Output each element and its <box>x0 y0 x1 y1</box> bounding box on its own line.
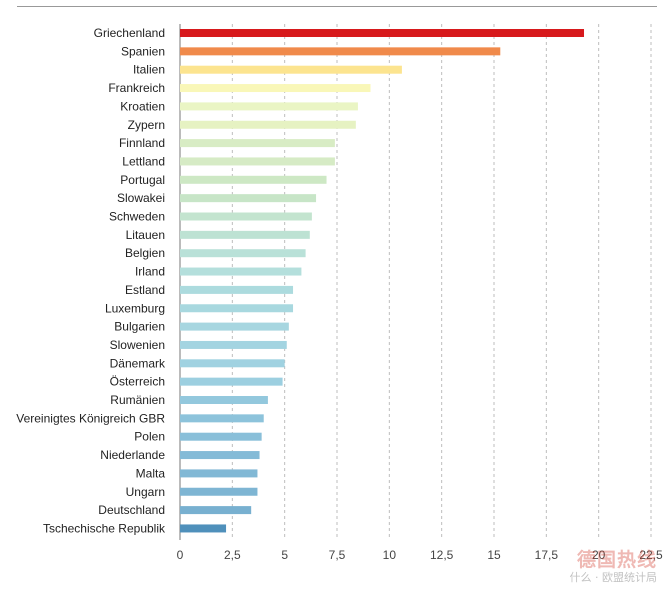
category-label: Tschechische Republik <box>43 521 166 535</box>
bar <box>180 84 371 93</box>
bar <box>180 194 317 203</box>
category-label: Finnland <box>119 136 165 150</box>
category-label: Belgien <box>125 246 165 260</box>
x-tick-label: 5 <box>281 548 288 562</box>
category-label: Italien <box>133 63 165 77</box>
watermark: 德国热线 什么 · 欧盟统计局 <box>545 545 658 585</box>
x-tick-label: 12,5 <box>430 548 454 562</box>
bar <box>180 157 335 166</box>
grid-layer <box>179 24 652 540</box>
category-label: Kroatien <box>120 99 165 113</box>
bar <box>180 65 402 74</box>
bar <box>180 396 268 404</box>
x-tick-label: 22,5 <box>639 548 663 562</box>
category-label: Griechenland <box>94 26 165 40</box>
bar <box>180 120 356 129</box>
category-label: Vereinigtes Königreich GBR <box>16 411 165 425</box>
category-label: Estland <box>125 283 165 297</box>
bar <box>180 102 358 111</box>
x-tick-label: 15 <box>487 548 501 562</box>
bar <box>180 487 258 496</box>
bar <box>180 175 327 184</box>
category-label: Malta <box>136 466 166 480</box>
category-labels: Griechenland Spanien Italien Frankreich Kroa… <box>16 26 166 535</box>
category-label: Lettland <box>122 154 165 168</box>
category-label: Portugal <box>120 173 165 187</box>
bar <box>180 432 262 441</box>
bar <box>180 506 252 515</box>
bar <box>180 469 258 478</box>
category-label: Slowakei <box>117 191 165 205</box>
category-label: Österreich <box>110 375 165 389</box>
bar <box>180 451 260 460</box>
bar <box>180 340 287 349</box>
x-tick-label: 20 <box>592 548 606 562</box>
category-label: Spanien <box>121 44 165 58</box>
category-label: Rumänien <box>110 393 165 407</box>
x-tick-label: 17,5 <box>535 548 559 562</box>
category-label: Bulgarien <box>114 320 165 334</box>
watermark-text: 什么 · 欧盟统计局 <box>569 571 658 584</box>
bar <box>180 322 289 331</box>
category-label: Litauen <box>126 228 165 242</box>
bar-layer <box>180 29 585 533</box>
bar <box>180 212 312 221</box>
category-label: Polen <box>134 430 165 444</box>
top-rule <box>17 6 657 7</box>
bar <box>180 524 227 533</box>
bar <box>180 47 501 56</box>
x-tick-label: 0 <box>177 548 184 562</box>
category-label: Dänemark <box>110 356 166 370</box>
bar <box>180 139 335 148</box>
bar <box>180 285 294 294</box>
bar <box>180 29 585 37</box>
bar <box>180 230 310 239</box>
x-axis-ticks: 0 2,5 5 7,5 10 12,5 15 17,5 20 22,5 <box>177 548 663 562</box>
bar <box>180 414 264 423</box>
category-label: Schweden <box>109 210 165 224</box>
x-tick-label: 2,5 <box>224 548 241 562</box>
category-label: Luxemburg <box>105 301 165 315</box>
bar <box>180 267 302 276</box>
category-label: Slowenien <box>110 338 165 352</box>
category-label: Deutschland <box>98 503 165 517</box>
watermark-logo: 德国热线 <box>576 549 657 571</box>
bar <box>180 249 306 258</box>
bar <box>180 304 294 313</box>
bar <box>180 359 285 368</box>
category-label: Frankreich <box>108 81 165 95</box>
x-tick-label: 10 <box>383 548 397 562</box>
category-label: Zypern <box>128 118 165 132</box>
x-tick-label: 7,5 <box>329 548 346 562</box>
bar <box>180 377 283 386</box>
category-label: Irland <box>135 265 165 279</box>
category-label: Ungarn <box>126 485 165 499</box>
category-label: Niederlande <box>100 448 165 462</box>
